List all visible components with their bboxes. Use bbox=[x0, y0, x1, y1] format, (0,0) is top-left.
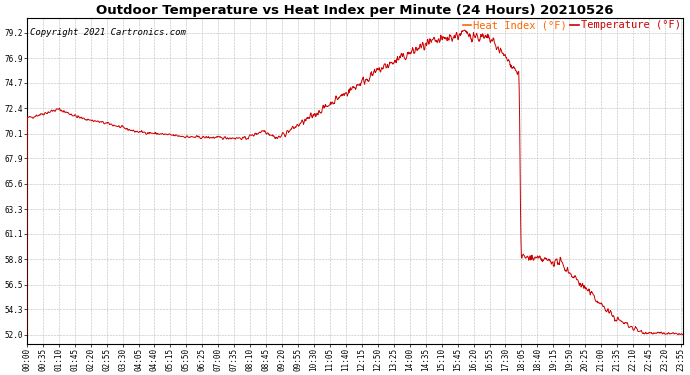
Title: Outdoor Temperature vs Heat Index per Minute (24 Hours) 20210526: Outdoor Temperature vs Heat Index per Mi… bbox=[96, 4, 613, 17]
Text: Copyright 2021 Cartronics.com: Copyright 2021 Cartronics.com bbox=[30, 28, 186, 37]
Legend: Heat Index (°F), Temperature (°F): Heat Index (°F), Temperature (°F) bbox=[462, 20, 682, 32]
